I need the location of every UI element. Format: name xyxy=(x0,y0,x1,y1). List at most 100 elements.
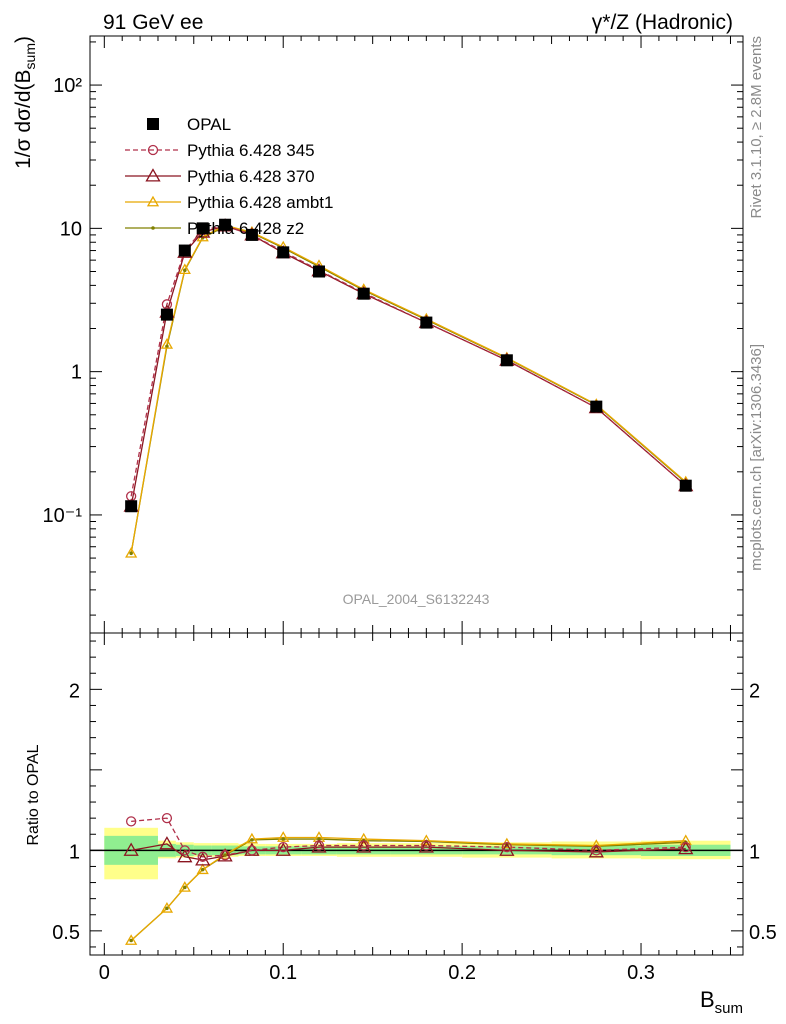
ratio-data-point xyxy=(313,840,325,851)
data-point xyxy=(178,244,191,257)
data-point xyxy=(196,222,209,235)
legend-label: Pythia 6.428 ambt1 xyxy=(187,193,333,212)
ratio-data-point xyxy=(179,845,190,856)
ratio-data-point xyxy=(680,841,691,853)
legend-marker xyxy=(147,118,159,130)
ratio-data-point xyxy=(196,863,209,875)
ratio-data-point xyxy=(418,839,434,853)
watermark: OPAL_2004_S6132243 xyxy=(343,591,490,607)
ratio-data-point xyxy=(421,840,432,851)
ratio-y-tick-label-right: 1 xyxy=(749,841,760,863)
x-tick-label: 0.1 xyxy=(269,962,297,984)
series-line xyxy=(130,224,687,497)
ratio-data-point xyxy=(281,837,286,841)
ratio-data-point xyxy=(420,834,433,846)
ratio-data-point xyxy=(125,934,138,945)
data-point xyxy=(125,500,138,513)
data-point xyxy=(277,246,290,259)
x-axis-label: Bsum xyxy=(700,987,743,1017)
ratio-data-point xyxy=(591,845,602,856)
ratio-data-point xyxy=(217,848,233,862)
data-point xyxy=(178,263,191,275)
ratio-series-line xyxy=(131,843,686,861)
ratio-data-point xyxy=(195,852,211,866)
ratio-y-tick-label-right: 2 xyxy=(749,680,760,702)
x-tick-label: 0.3 xyxy=(627,962,655,984)
data-point xyxy=(679,479,692,492)
ratio-data-point xyxy=(356,839,372,853)
legend-label: Pythia 6.428 370 xyxy=(187,167,315,186)
data-point xyxy=(196,230,209,242)
ratio-y-tick-label: 0.5 xyxy=(52,922,80,944)
data-point xyxy=(500,354,513,367)
data-point xyxy=(312,265,325,278)
legend-marker xyxy=(147,144,159,156)
main-panel: 10⁻¹ 1 10 10² xyxy=(43,35,744,634)
ratio-y-tick-label: 2 xyxy=(69,680,80,702)
data-point xyxy=(160,308,173,321)
series-line xyxy=(130,225,687,507)
main-y-tick-label: 10 xyxy=(60,218,82,240)
ratio-data-point xyxy=(311,839,327,853)
rivet-label: Rivet 3.1.10, ≥ 2.8M events xyxy=(748,36,765,219)
ratio-data-point xyxy=(219,850,231,861)
data-point xyxy=(183,268,187,273)
ratio-data-point xyxy=(200,867,205,872)
x-tick-label: 0 xyxy=(99,962,110,984)
ratio-data-point xyxy=(129,938,133,943)
ratio-data-point xyxy=(275,842,291,856)
ratio-panel: 0.5 0.5 1 1 2 2 0 0.1 0.2 0.3 xyxy=(52,632,777,984)
ratio-frame xyxy=(89,632,744,956)
x-tick-label: 0.2 xyxy=(448,962,476,984)
ratio-data-point xyxy=(178,881,191,892)
data-point xyxy=(357,287,370,300)
main-y-tick-label: 10² xyxy=(53,75,82,97)
legend-label: Pythia 6.428 345 xyxy=(187,141,315,160)
series-line xyxy=(130,224,687,554)
ratio-data-point xyxy=(678,840,694,855)
data-point xyxy=(125,546,138,558)
ratio-data-point xyxy=(277,831,290,842)
ratio-data-point xyxy=(197,851,208,862)
legend-marker xyxy=(145,168,161,182)
legend: OPAL Pythia 6.428 345 Pythia 6.428 370 Pyth… xyxy=(125,115,333,238)
ratio-data-point xyxy=(183,885,187,890)
main-ylabel: 1/σ dσ/d(Bsum) xyxy=(12,36,38,169)
ratio-data-point xyxy=(499,842,515,856)
data-point xyxy=(129,551,133,556)
legend-label: OPAL xyxy=(187,115,231,134)
ratio-data-point xyxy=(357,832,370,844)
ratio-data-point xyxy=(358,840,369,851)
ratio-y-tick-label: 1 xyxy=(69,841,80,863)
main-y-tick-label: 10⁻¹ xyxy=(43,505,83,527)
data-point xyxy=(219,218,232,231)
ratio-ylabel: Ratio to OPAL xyxy=(25,744,42,845)
mcplots-label: mcplots.cern.ch [arXiv:1306.3436] xyxy=(748,344,765,571)
ratio-data-point xyxy=(590,839,603,850)
ratio-data-point xyxy=(278,841,289,853)
ratio-data-point xyxy=(246,845,258,856)
data-point xyxy=(165,344,169,349)
ratio-data-point xyxy=(161,813,173,824)
legend-label: Pythia 6.428 z2 xyxy=(187,219,304,238)
series-line xyxy=(130,225,687,554)
legend-marker xyxy=(146,195,160,207)
legend-marker xyxy=(151,226,155,230)
data-point xyxy=(160,338,174,349)
data-point xyxy=(590,400,603,413)
ratio-data-point xyxy=(679,834,692,846)
ratio-data-point xyxy=(159,836,175,850)
ratio-data-point xyxy=(160,901,174,913)
ratio-data-point xyxy=(317,837,321,841)
ratio-data-point xyxy=(223,853,227,857)
ratio-data-point xyxy=(250,838,254,842)
ratio-y-tick-label-right: 0.5 xyxy=(749,922,777,944)
ratio-data-point xyxy=(165,906,169,911)
ratio-data-point xyxy=(125,816,137,827)
ratio-data-point xyxy=(123,842,139,856)
ratio-data-point xyxy=(177,848,193,863)
header-left-title: 91 GeV ee xyxy=(103,11,203,34)
data-point xyxy=(420,316,433,329)
ratio-data-point xyxy=(501,841,512,853)
